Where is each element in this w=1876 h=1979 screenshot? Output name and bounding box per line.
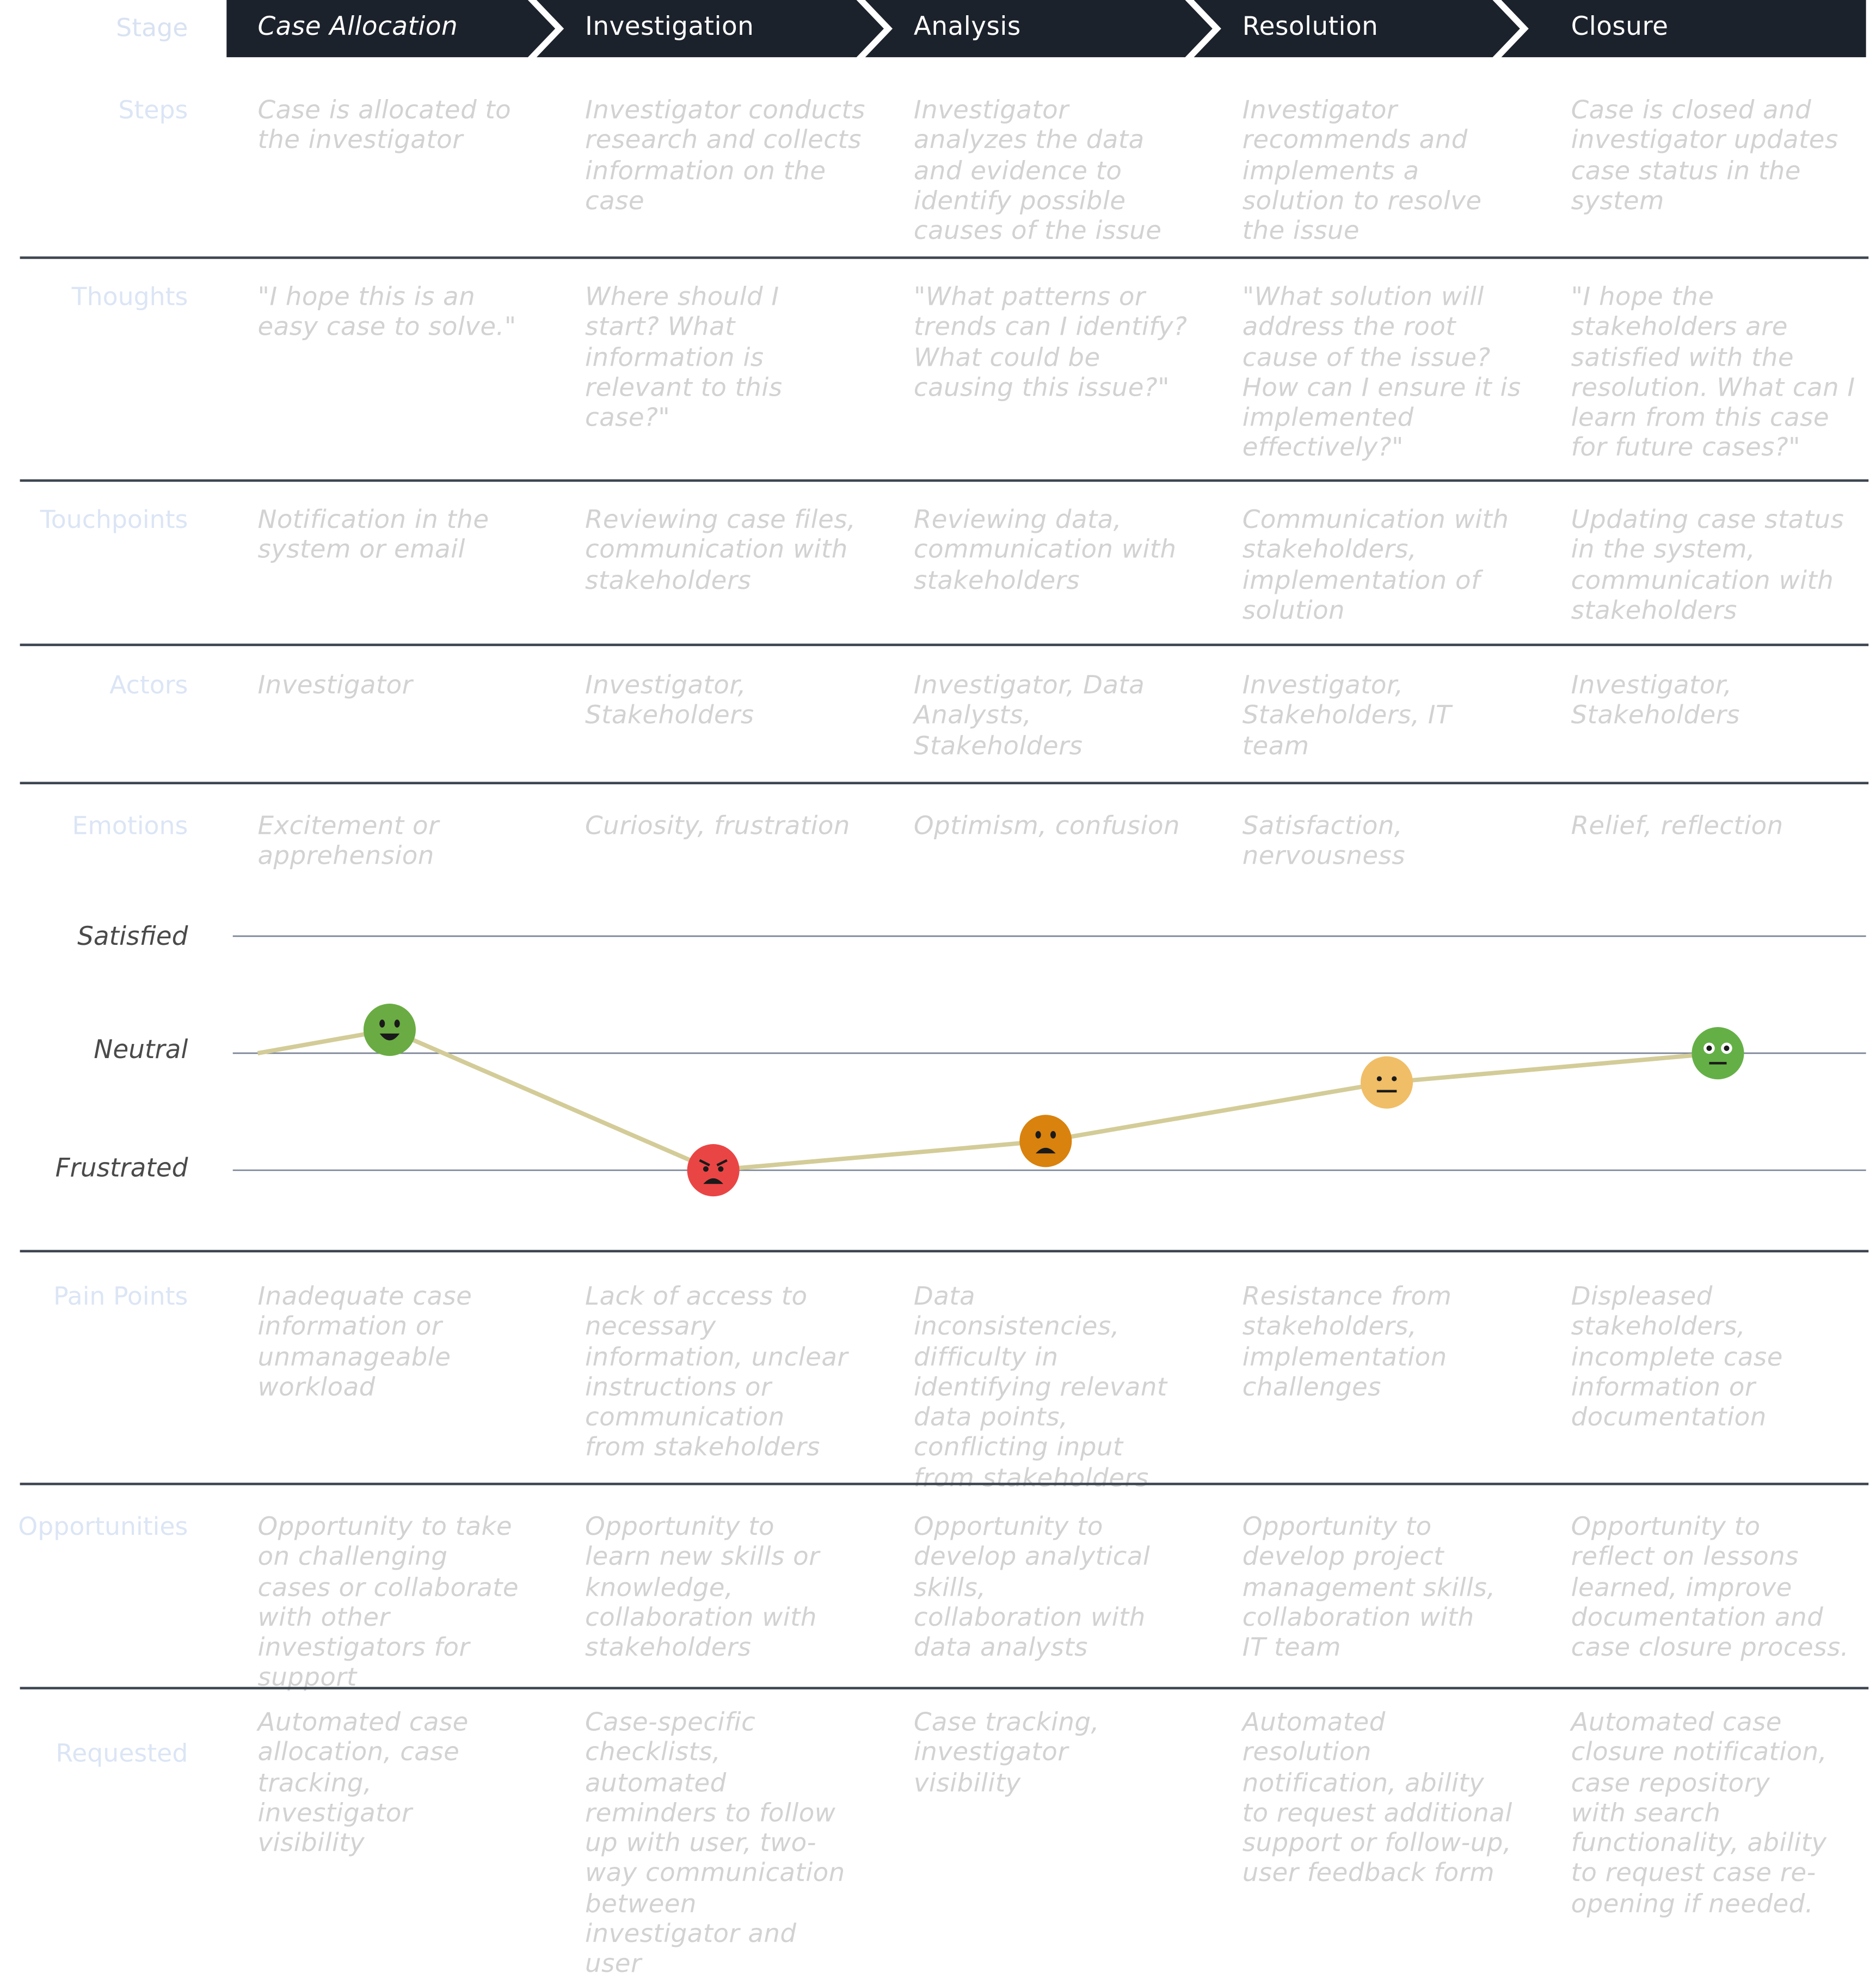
row-label-emotions: Emotions: [72, 810, 188, 840]
face-circle: [363, 1004, 416, 1056]
divider: [20, 643, 1869, 647]
actors-cell-4: Investigator, Stakeholders, IT team: [1242, 669, 1451, 760]
opportunities-cell-2: Opportunity to learn new skills or knowl…: [585, 1511, 820, 1662]
row-label-steps: Steps: [118, 94, 188, 125]
touchpoints-cell-5: Updating case status in the system, comm…: [1571, 504, 1844, 625]
actors-cell-5: Investigator, Stakeholders: [1571, 669, 1740, 730]
opportunities-cell-5: Opportunity to reflect on lessons learne…: [1571, 1511, 1849, 1662]
divider: [20, 1250, 1869, 1253]
row-label-requested: Requested: [56, 1738, 188, 1768]
requested-cell-1: Automated case allocation, case tracking…: [257, 1706, 469, 1858]
face-mouth: [379, 1033, 400, 1041]
pain-points-cell-3: Data inconsistencies, difficulty in iden…: [913, 1281, 1167, 1492]
level-frustrated: Frustrated: [55, 1153, 188, 1183]
row-label-touchpoints: Touchpoints: [40, 504, 188, 534]
touchpoints-cell-2: Reviewing case files, communication with…: [585, 504, 856, 595]
face-eye: [1392, 1076, 1397, 1081]
emotion-face-sad-icon: [1019, 1115, 1072, 1167]
thoughts-cell-2: Where should I start? What information i…: [585, 281, 783, 433]
emotions-cell-4: Satisfaction, nervousness: [1242, 810, 1406, 871]
touchpoints-cell-1: Notification in the system or email: [257, 504, 489, 564]
touchpoints-cell-3: Reviewing data, communication with stake…: [913, 504, 1177, 595]
requested-cell-2: Case-specific checklists, automated remi…: [585, 1706, 845, 1979]
requested-cell-4: Automated resolution notification, abili…: [1242, 1706, 1512, 1888]
thoughts-cell-1: "I hope this is an easy case to solve.": [257, 281, 516, 342]
divider: [20, 1687, 1869, 1689]
stage-bg-4: [1194, 0, 1520, 58]
face-pupil: [1724, 1045, 1730, 1051]
emotions-cell-2: Curiosity, frustration: [585, 810, 850, 840]
opportunities-cell-1: Opportunity to take on challenging cases…: [257, 1511, 519, 1693]
stage-bg-3: [865, 0, 1213, 58]
emotions-cell-5: Relief, reflection: [1571, 810, 1783, 840]
row-label-opportunities: Opportunities: [18, 1511, 188, 1541]
divider: [20, 782, 1869, 784]
stage-bar: [226, 0, 1866, 58]
actors-cell-3: Investigator, Data Analysts, Stakeholder…: [913, 669, 1145, 760]
thoughts-cell-3: "What patterns or trends can I identify?…: [913, 281, 1188, 402]
face-pupil: [1706, 1045, 1712, 1051]
thoughts-cell-4: "What solution will address the root cau…: [1242, 281, 1521, 463]
thoughts-cell-5: "I hope the stakeholders are satisfied w…: [1571, 281, 1855, 463]
stage-investigation: Investigation: [585, 11, 754, 41]
stage-closure: Closure: [1571, 11, 1669, 41]
face-brow: [716, 1159, 728, 1166]
stage-analysis: Analysis: [913, 11, 1021, 41]
stage-resolution: Resolution: [1242, 11, 1379, 41]
row-label-stage: Stage: [116, 12, 188, 42]
emotions-cell-1: Excitement or apprehension: [257, 810, 439, 871]
opportunities-cell-3: Opportunity to develop analytical skills…: [913, 1511, 1151, 1662]
steps-cell-4: Investigator recommends and implements a…: [1242, 94, 1482, 246]
opportunities-cell-4: Opportunity to develop project managemen…: [1242, 1511, 1496, 1662]
face-circle: [1019, 1115, 1072, 1167]
stage-bg-1: [226, 0, 556, 58]
pain-points-cell-4: Resistance from stakeholders, implementa…: [1242, 1281, 1452, 1402]
face-mouth: [1036, 1147, 1056, 1154]
actors-cell-2: Investigator, Stakeholders: [585, 669, 754, 730]
level-satisfied: Satisfied: [77, 921, 188, 951]
face-circle: [687, 1144, 740, 1197]
face-mouth: [703, 1178, 723, 1184]
face-eye: [379, 1019, 385, 1028]
steps-cell-2: Investigator conducts research and colle…: [585, 94, 865, 216]
divider: [20, 1483, 1869, 1485]
pain-points-cell-2: Lack of access to necessary information,…: [585, 1281, 848, 1462]
stage-bg-5: [1501, 0, 1866, 58]
face-eye: [718, 1166, 724, 1172]
pain-points-cell-1: Inadequate case information or unmanagea…: [257, 1281, 472, 1402]
steps-cell-5: Case is closed and investigator updates …: [1571, 94, 1838, 216]
emotion-face-neutral-eyes-icon: [1692, 1027, 1744, 1080]
face-eye: [1050, 1131, 1056, 1139]
stage-case-allocation: Case Allocation: [257, 11, 458, 41]
emotion-face-neutral-icon: [1361, 1056, 1413, 1109]
face-brow: [699, 1159, 710, 1166]
steps-cell-1: Case is allocated to the investigator: [257, 94, 512, 155]
actors-cell-1: Investigator: [257, 669, 413, 700]
stage-bg-2: [536, 0, 884, 58]
face-circle: [1692, 1027, 1744, 1080]
emotion-face-happy-icon: [363, 1004, 416, 1056]
face-eye: [1035, 1131, 1041, 1139]
divider: [20, 479, 1869, 482]
touchpoints-cell-4: Communication with stakeholders, impleme…: [1242, 504, 1509, 625]
requested-cell-3: Case tracking, investigator visibility: [913, 1706, 1099, 1797]
row-label-pain-points: Pain Points: [53, 1281, 188, 1311]
face-eye: [394, 1019, 400, 1028]
steps-cell-3: Investigator analyzes the data and evide…: [913, 94, 1162, 246]
emotion-line: [257, 1028, 1718, 1173]
row-label-actors: Actors: [109, 669, 188, 700]
face-circle: [1361, 1056, 1413, 1109]
requested-cell-5: Automated case closure notification, cas…: [1571, 1706, 1828, 1919]
level-neutral: Neutral: [94, 1034, 188, 1065]
face-eye: [1376, 1076, 1382, 1081]
row-label-thoughts: Thoughts: [71, 281, 188, 311]
pain-points-cell-5: Displeased stakeholders, incomplete case…: [1571, 1281, 1783, 1432]
divider: [20, 256, 1869, 259]
face-eye: [703, 1166, 709, 1172]
emotion-face-angry-icon: [687, 1144, 740, 1197]
emotions-cell-3: Optimism, confusion: [913, 810, 1180, 840]
